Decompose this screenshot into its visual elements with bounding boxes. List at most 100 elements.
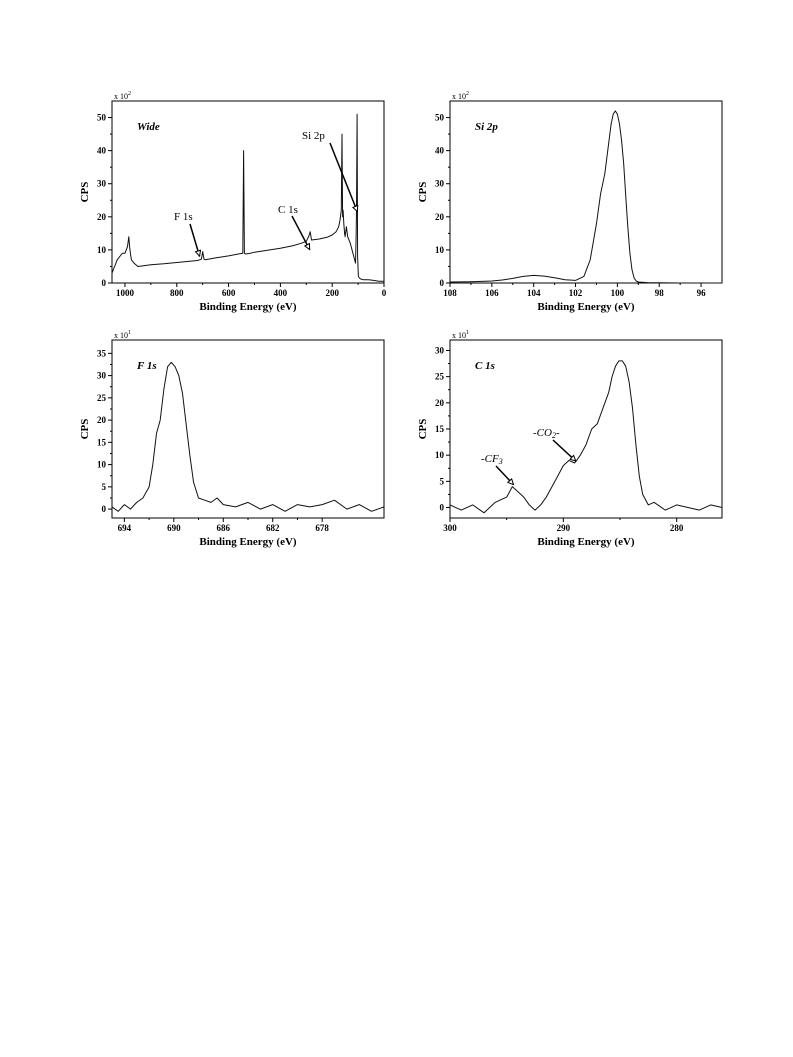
panel-title: C 1s bbox=[475, 360, 495, 372]
x-tick-label: 800 bbox=[170, 288, 184, 298]
plot-frame bbox=[111, 100, 385, 284]
annotation-arrow bbox=[291, 215, 311, 250]
y-multiplier: x 101 bbox=[452, 330, 469, 340]
x-tick-label: 102 bbox=[569, 288, 583, 298]
annotation-label: -CF3 bbox=[481, 453, 503, 466]
annotation-label: C 1s bbox=[278, 204, 298, 216]
annotation-label: Si 2p bbox=[302, 130, 325, 142]
x-tick-label: 100 bbox=[611, 288, 625, 298]
x-axis-title: Binding Energy (eV) bbox=[537, 301, 635, 313]
annotation-subscript: 3 bbox=[498, 457, 503, 466]
annotation-text: -CO bbox=[533, 427, 552, 439]
y-tick-label: 10 bbox=[435, 245, 445, 255]
x-axis-title: Binding Energy (eV) bbox=[537, 536, 635, 548]
y-tick-label: 10 bbox=[97, 460, 107, 470]
x-tick-label: 108 bbox=[443, 288, 457, 298]
series-line-si2p-0 bbox=[449, 110, 722, 284]
y-tick-label: 20 bbox=[435, 398, 445, 408]
x-tick-label: 106 bbox=[485, 288, 499, 298]
panel-si2p: 108 106 104 102 100 98 96 0 10 20 30 40 50 x 102 Bindi… bbox=[417, 91, 723, 313]
annotation-arrowhead bbox=[303, 242, 311, 251]
y-axis-title: CPS bbox=[79, 182, 91, 203]
x-tick-label: 0 bbox=[382, 288, 387, 298]
series-line-c1s-0 bbox=[449, 360, 723, 514]
x-tick-label: 104 bbox=[527, 288, 541, 298]
annotation-label: -CO2- bbox=[533, 427, 560, 440]
x-tick-label: 98 bbox=[655, 288, 665, 298]
y-tick-label: 15 bbox=[97, 437, 107, 447]
panel-f1s: 694 690 686 682 678 0 5 10 15 20 25 30 35 x 101 Bindin… bbox=[79, 330, 385, 548]
y-axis-title: CPS bbox=[417, 182, 429, 203]
y-multiplier-base: x 10 bbox=[452, 92, 466, 101]
x-tick-label: 694 bbox=[118, 523, 132, 533]
y-tick-label: 30 bbox=[435, 345, 445, 355]
y-tick-label: 0 bbox=[102, 504, 107, 514]
annotation-arrowhead bbox=[569, 454, 577, 462]
series-line-f1s-0 bbox=[111, 361, 385, 512]
y-tick-label: 20 bbox=[435, 212, 445, 222]
y-axis-title: CPS bbox=[417, 419, 429, 440]
x-axis-title: Binding Energy (eV) bbox=[199, 536, 297, 548]
panel-wide: 1000 800 600 400 200 0 0 10 20 30 40 50 x 102 Binding… bbox=[79, 91, 387, 313]
x-tick-label: 300 bbox=[443, 523, 457, 533]
y-multiplier-base: x 10 bbox=[114, 331, 128, 340]
y-tick-label: 5 bbox=[440, 476, 445, 486]
y-tick-label: 20 bbox=[97, 212, 107, 222]
y-tick-label: 10 bbox=[97, 245, 107, 255]
y-multiplier-exponent: 1 bbox=[466, 330, 469, 336]
x-tick-label: 686 bbox=[217, 523, 231, 533]
panel-title: F 1s bbox=[136, 360, 157, 372]
annotation-text: -CF bbox=[481, 453, 499, 465]
y-axis-title: CPS bbox=[79, 419, 91, 440]
x-tick-label: 678 bbox=[315, 523, 329, 533]
annotation-text: C 1s bbox=[278, 204, 298, 216]
y-multiplier: x 101 bbox=[114, 330, 131, 340]
y-tick-label: 15 bbox=[435, 424, 445, 434]
x-tick-label: 400 bbox=[274, 288, 288, 298]
x-tick-label: 200 bbox=[325, 288, 339, 298]
series-line-wide-0 bbox=[111, 113, 384, 282]
y-tick-label: 25 bbox=[97, 393, 107, 403]
x-tick-label: 682 bbox=[266, 523, 280, 533]
annotation-text: Si 2p bbox=[302, 130, 325, 142]
x-tick-label: 96 bbox=[697, 288, 707, 298]
y-multiplier-exponent: 2 bbox=[466, 91, 469, 97]
y-tick-label: 30 bbox=[97, 371, 107, 381]
y-tick-label: 50 bbox=[435, 113, 445, 123]
y-multiplier: x 102 bbox=[452, 91, 469, 101]
annotation-subscript: 2 bbox=[552, 431, 556, 440]
annotation-label: F 1s bbox=[174, 211, 193, 223]
annotation-arrowhead bbox=[351, 204, 359, 213]
y-multiplier: x 102 bbox=[114, 91, 131, 101]
y-tick-label: 30 bbox=[435, 179, 445, 189]
x-tick-label: 600 bbox=[222, 288, 236, 298]
y-multiplier-base: x 10 bbox=[114, 92, 128, 101]
y-multiplier-exponent: 2 bbox=[128, 91, 131, 97]
y-tick-label: 35 bbox=[97, 348, 107, 358]
x-tick-label: 280 bbox=[670, 523, 684, 533]
x-tick-label: 690 bbox=[167, 523, 181, 533]
annotation-text: F 1s bbox=[174, 211, 193, 223]
x-tick-label: 1000 bbox=[116, 288, 135, 298]
annotation-suffix: - bbox=[556, 427, 560, 439]
panel-title: Wide bbox=[137, 121, 160, 133]
y-multiplier-exponent: 1 bbox=[128, 330, 131, 336]
y-tick-label: 5 bbox=[102, 482, 107, 492]
annotation-arrowhead bbox=[194, 249, 202, 258]
y-tick-label: 40 bbox=[97, 146, 107, 156]
y-tick-label: 0 bbox=[440, 503, 445, 513]
panel-c1s: 300 290 280 0 5 10 15 20 25 30 x 101 Binding Energy… bbox=[417, 330, 723, 548]
x-axis-title: Binding Energy (eV) bbox=[199, 301, 297, 313]
y-tick-label: 25 bbox=[435, 372, 445, 382]
panel-title: Si 2p bbox=[475, 121, 498, 133]
y-tick-label: 30 bbox=[97, 179, 107, 189]
plot-frame bbox=[449, 100, 723, 284]
y-tick-label: 10 bbox=[435, 450, 445, 460]
annotation-arrow bbox=[329, 142, 359, 212]
y-tick-label: 0 bbox=[102, 278, 107, 288]
annotation-arrowhead bbox=[506, 477, 515, 486]
y-multiplier-base: x 10 bbox=[452, 331, 466, 340]
y-tick-label: 20 bbox=[97, 415, 107, 425]
x-tick-label: 290 bbox=[557, 523, 571, 533]
